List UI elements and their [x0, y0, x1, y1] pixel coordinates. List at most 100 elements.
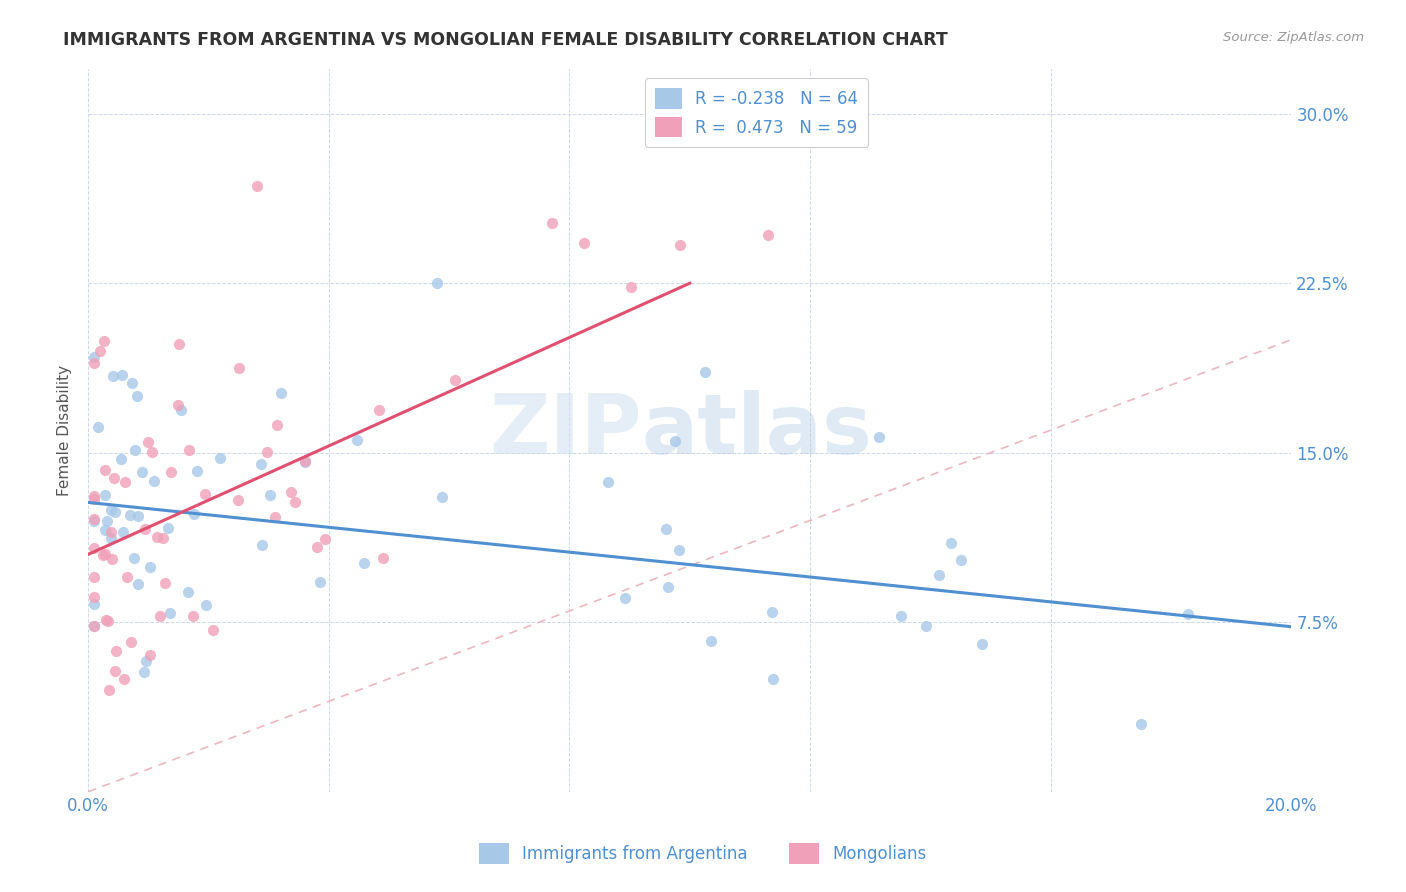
Point — [120, 634, 142, 648]
Point — [655, 522, 678, 536]
Point — [426, 277, 449, 291]
Point — [134, 522, 156, 536]
Point — [890, 608, 912, 623]
Point — [94, 547, 117, 561]
Point — [103, 471, 125, 485]
Point — [152, 532, 174, 546]
Point — [159, 466, 181, 480]
Point — [915, 619, 938, 633]
Point — [762, 672, 785, 686]
Point — [250, 538, 273, 552]
Point — [970, 637, 993, 651]
Point — [83, 489, 105, 503]
Point — [246, 179, 269, 194]
Point — [928, 567, 950, 582]
Point — [373, 550, 395, 565]
Point — [104, 505, 127, 519]
Point — [125, 389, 148, 403]
Point — [122, 550, 145, 565]
Legend: R = -0.238   N = 64, R =  0.473   N = 59: R = -0.238 N = 64, R = 0.473 N = 59 — [645, 78, 868, 147]
Point — [98, 683, 121, 698]
Point — [124, 442, 146, 457]
Point — [141, 445, 163, 459]
Point — [100, 531, 122, 545]
Point — [756, 227, 779, 242]
Point — [143, 474, 166, 488]
Point — [100, 552, 122, 566]
Point — [280, 485, 302, 500]
Point — [156, 520, 179, 534]
Point — [118, 508, 141, 522]
Point — [127, 577, 149, 591]
Point — [444, 373, 467, 387]
Point — [201, 623, 224, 637]
Point — [111, 524, 134, 539]
Point — [105, 643, 128, 657]
Point — [284, 494, 307, 508]
Y-axis label: Female Disability: Female Disability — [58, 365, 72, 496]
Point — [256, 445, 278, 459]
Point — [572, 236, 595, 251]
Point — [614, 591, 637, 606]
Point — [367, 402, 389, 417]
Point — [250, 457, 273, 471]
Point — [131, 465, 153, 479]
Text: IMMIGRANTS FROM ARGENTINA VS MONGOLIAN FEMALE DISABILITY CORRELATION CHART: IMMIGRANTS FROM ARGENTINA VS MONGOLIAN F… — [63, 31, 948, 49]
Point — [620, 279, 643, 293]
Point — [94, 463, 117, 477]
Point — [314, 533, 336, 547]
Point — [93, 523, 115, 537]
Point — [868, 430, 890, 444]
Point — [159, 607, 181, 621]
Point — [294, 455, 316, 469]
Point — [83, 598, 105, 612]
Text: atlas: atlas — [641, 390, 872, 471]
Point — [114, 475, 136, 489]
Point — [1177, 607, 1199, 622]
Point — [138, 559, 160, 574]
Text: ZIP: ZIP — [489, 390, 641, 471]
Point — [541, 216, 564, 230]
Point — [97, 614, 120, 628]
Point — [270, 386, 292, 401]
Point — [346, 433, 368, 447]
Point — [181, 609, 204, 624]
Point — [104, 664, 127, 678]
Point — [266, 417, 288, 432]
Point — [83, 619, 105, 633]
Point — [121, 376, 143, 391]
Point — [259, 488, 281, 502]
Point — [669, 238, 692, 252]
Point — [1130, 717, 1153, 731]
Point — [170, 402, 193, 417]
Point — [761, 606, 783, 620]
Point — [294, 454, 316, 468]
Point — [100, 502, 122, 516]
Point — [100, 524, 122, 539]
Point — [93, 334, 115, 348]
Point — [110, 451, 132, 466]
Point — [94, 488, 117, 502]
Point — [149, 609, 172, 624]
Point — [136, 434, 159, 449]
Point — [657, 580, 679, 594]
Point — [132, 665, 155, 679]
Point — [941, 536, 963, 550]
Point — [83, 591, 105, 605]
Point — [167, 337, 190, 351]
Point — [194, 487, 217, 501]
Point — [950, 553, 973, 567]
Point — [145, 530, 167, 544]
Point — [167, 398, 190, 412]
Point — [139, 648, 162, 662]
Point — [127, 509, 149, 524]
Point — [83, 491, 105, 506]
Point — [208, 450, 231, 465]
Point — [186, 464, 208, 478]
Point — [94, 613, 117, 627]
Point — [664, 434, 686, 448]
Point — [307, 540, 329, 554]
Point — [308, 574, 330, 589]
Point — [353, 556, 375, 570]
Point — [153, 576, 176, 591]
